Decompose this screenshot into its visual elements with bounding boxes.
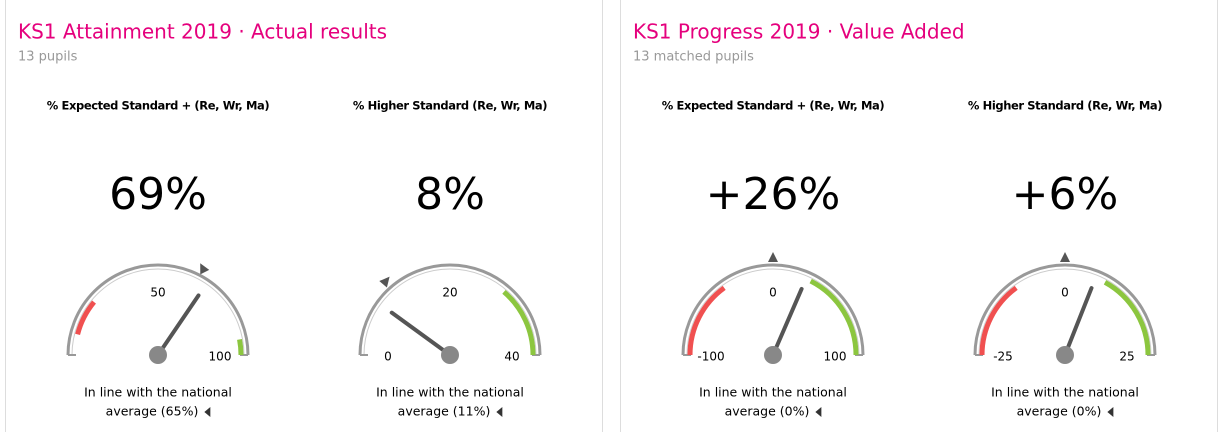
gauge-arc	[681, 263, 865, 356]
gauge-value: 8%	[415, 169, 485, 220]
gauge-hub	[149, 346, 167, 364]
gauge-tick-label: 20	[442, 286, 457, 300]
gauge-arc-inner	[71, 268, 245, 356]
gauge-tick-label: 100	[209, 350, 232, 364]
gauge-tick-label: 25	[1119, 350, 1134, 364]
panel-title: KS1 Progress 2019 · Value Added	[633, 20, 965, 44]
gauge-tick-label: 0	[384, 350, 392, 364]
note-arrow	[204, 407, 211, 417]
gauge-tick-label: 0	[1061, 286, 1069, 300]
gauge-arc-inner	[686, 268, 860, 356]
gauge-value: +26%	[706, 169, 841, 220]
gauge-note: In line with the national	[699, 385, 847, 400]
gauge-band	[809, 278, 859, 356]
average-marker	[768, 252, 778, 262]
gauge-tick-label: -100	[697, 350, 724, 364]
panel-title: KS1 Attainment 2019 · Actual results	[18, 20, 387, 44]
panel	[620, 0, 1218, 432]
gauge-band	[75, 300, 97, 336]
gauge-arc	[973, 263, 1157, 356]
gauge-note: average (0%)	[1017, 404, 1102, 419]
note-arrow	[1107, 407, 1114, 417]
gauge-hub	[1056, 346, 1074, 364]
gauge-needle	[1063, 286, 1094, 357]
gauge-value: +6%	[1012, 169, 1119, 220]
gauge-band	[502, 289, 536, 356]
gauge-note: average (65%)	[106, 404, 199, 419]
gauge-arc	[358, 263, 542, 356]
note-arrow	[815, 407, 822, 417]
gauge-heading: % Expected Standard + (Re, Wr, Ma)	[47, 99, 270, 113]
gauge-needle	[389, 310, 452, 357]
gauge-arc-inner	[363, 268, 537, 356]
gauge-needle	[771, 286, 804, 357]
gauge-arc-inner	[978, 268, 1152, 356]
gauge-heading: % Higher Standard (Re, Wr, Ma)	[353, 99, 547, 113]
gauge-tick-label: 100	[824, 350, 847, 364]
gauge-note: In line with the national	[84, 385, 232, 400]
gauge-band	[1103, 280, 1151, 356]
average-marker	[379, 276, 390, 288]
gauge-band	[979, 285, 1018, 356]
note-arrow	[496, 407, 503, 417]
average-marker	[1060, 252, 1070, 262]
average-marker	[200, 263, 210, 275]
gauge-band	[237, 338, 244, 356]
panel-subtitle: 13 pupils	[18, 50, 78, 65]
gauge-note: In line with the national	[376, 385, 524, 400]
gauge-tick-label: 50	[150, 286, 165, 300]
gauge-note: average (0%)	[725, 404, 810, 419]
gauge-band	[687, 285, 726, 356]
gauge-value: 69%	[109, 169, 207, 220]
gauge-heading: % Higher Standard (Re, Wr, Ma)	[968, 99, 1162, 113]
gauge-tick-label: -25	[993, 350, 1013, 364]
gauge-tick-label: 0	[769, 286, 777, 300]
gauge-needle	[156, 293, 201, 357]
gauge-note: average (11%)	[398, 404, 491, 419]
gauge-arc	[66, 263, 250, 356]
gauge-tick-label: 40	[504, 350, 519, 364]
gauge-hub	[764, 346, 782, 364]
panel	[5, 0, 603, 432]
gauge-heading: % Expected Standard + (Re, Wr, Ma)	[662, 99, 885, 113]
panel-subtitle: 13 matched pupils	[633, 50, 754, 65]
gauge-note: In line with the national	[991, 385, 1139, 400]
gauge-hub	[441, 346, 459, 364]
